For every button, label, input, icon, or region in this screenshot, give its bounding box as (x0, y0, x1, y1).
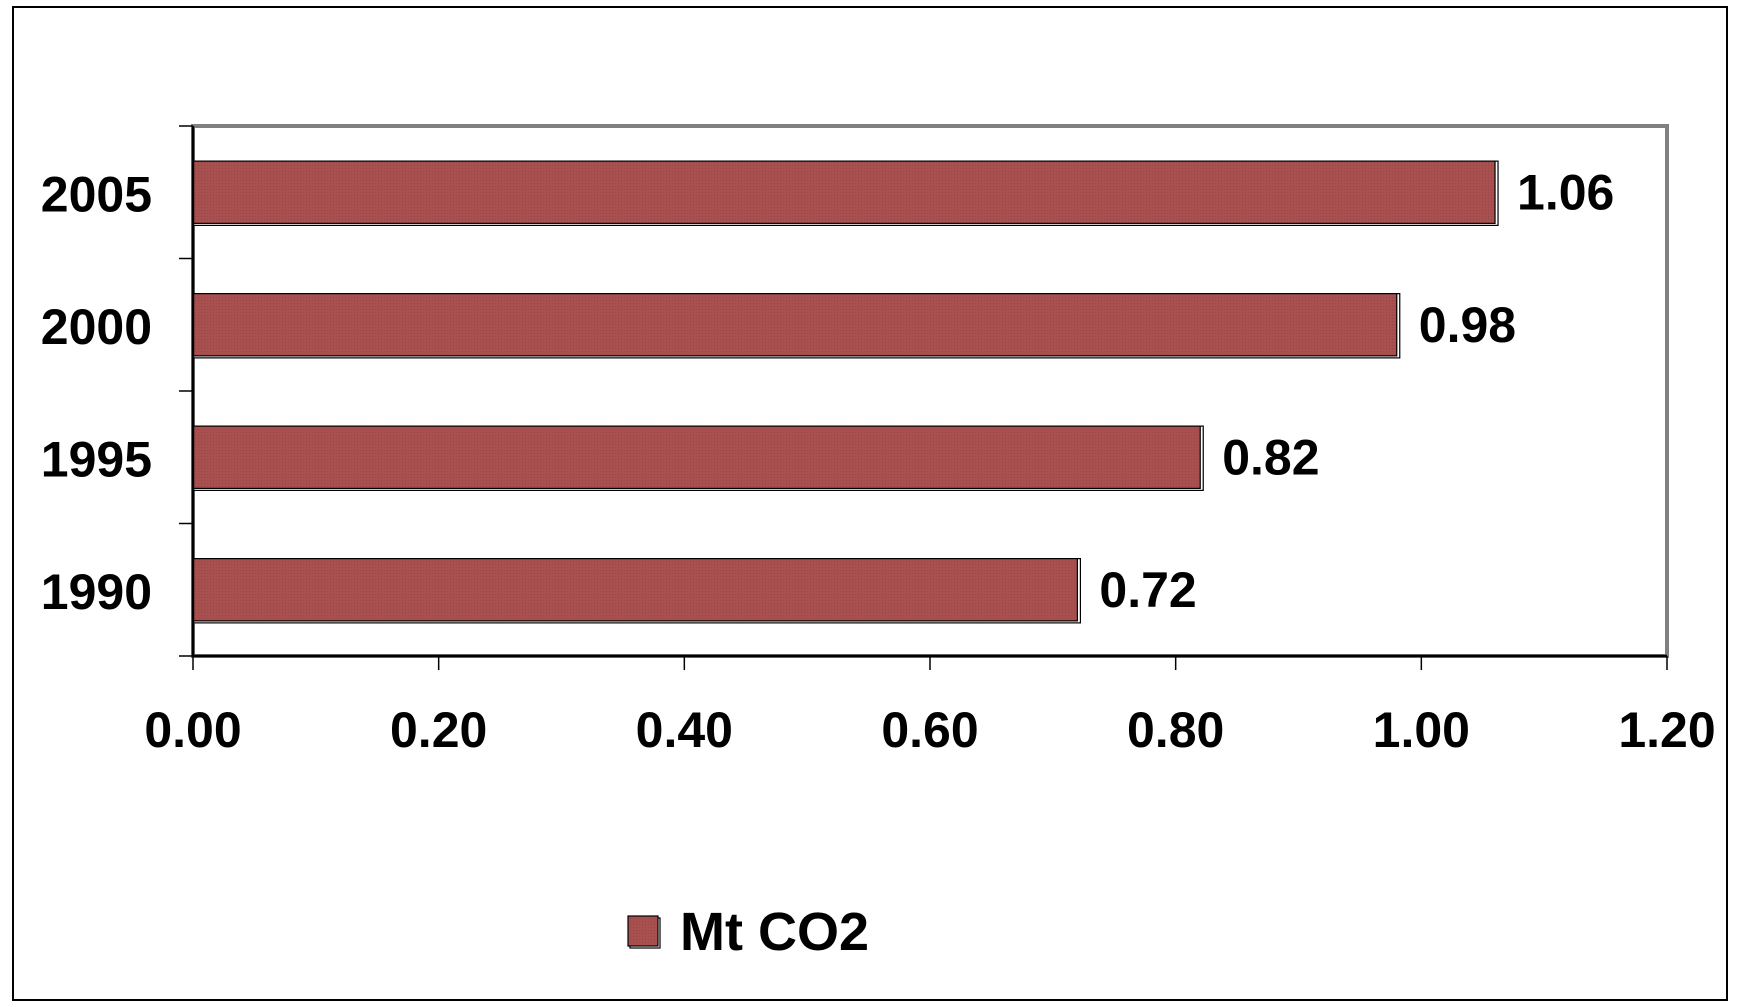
legend-label: Mt CO2 (680, 902, 869, 962)
x-tick-label-0.20: 0.20 (390, 702, 487, 758)
data-label-2005: 1.06 (1517, 164, 1614, 220)
legend-swatch (627, 915, 659, 947)
x-tick-label-0.40: 0.40 (636, 702, 733, 758)
bar-1990 (192, 558, 1079, 622)
x-tick-label-0.00: 0.00 (144, 702, 241, 758)
y-tick-label-1990: 1990 (41, 564, 152, 620)
data-label-1990: 0.72 (1099, 562, 1196, 618)
y-tick-label-2005: 2005 (41, 166, 152, 222)
data-label-2000: 0.98 (1419, 297, 1516, 353)
x-tick-label-1.00: 1.00 (1373, 702, 1470, 758)
y-tick-label-1995: 1995 (41, 431, 152, 487)
x-tick-label-0.60: 0.60 (881, 702, 978, 758)
bar-1995 (192, 425, 1201, 489)
data-label-1995: 0.82 (1222, 429, 1319, 485)
bar-2005 (192, 160, 1496, 224)
y-tick-label-2000: 2000 (41, 299, 152, 355)
x-tick-label-1.20: 1.20 (1618, 702, 1715, 758)
bar-2000 (192, 293, 1398, 357)
x-tick-label-0.80: 0.80 (1127, 702, 1224, 758)
